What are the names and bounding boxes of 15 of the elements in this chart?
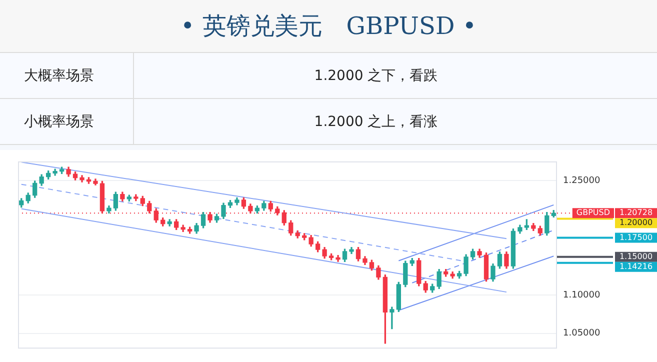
ref-line-label: 1.17500 (619, 232, 653, 242)
text: 1.2000 之上，看涨 (134, 98, 657, 144)
y-tick-label: 1.10000 (563, 290, 600, 300)
y-tick-label: 1.05000 (563, 328, 600, 339)
candlestick (390, 306, 394, 330)
chart-title: • 英镑兑美元 GBPUSD • (0, 0, 657, 52)
ref-line-label: 1.15000 (619, 252, 653, 261)
ref-line-label: 1.20000 (619, 218, 653, 228)
text: 小概率场景 (0, 98, 134, 144)
ref-line-label: 1.14216 (619, 262, 653, 271)
ref-line-label: 1.20728 (619, 208, 653, 218)
text: GBPUSD (576, 208, 610, 218)
text: 1.2000 之下，看跌 (134, 52, 657, 98)
text: 大概率场景 (0, 52, 134, 98)
y-tick-label: 1.25000 (563, 176, 600, 186)
